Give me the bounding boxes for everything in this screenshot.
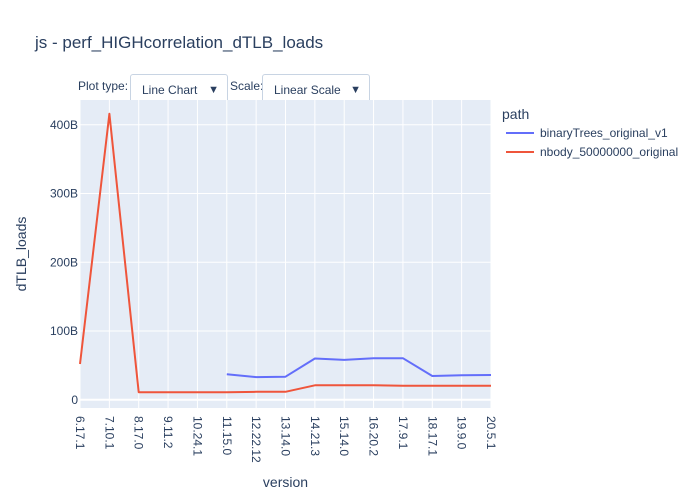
x-tick-label: 7.10.1 xyxy=(102,416,116,450)
y-tick-label: 100B xyxy=(50,324,78,338)
x-tick-label: 15.14.0 xyxy=(337,416,351,456)
x-tick-label: 19.9.0 xyxy=(455,416,469,450)
x-tick-label: 14.21.3 xyxy=(308,416,322,456)
series-line-2 xyxy=(79,112,491,394)
x-tick-label: 17.9.1 xyxy=(396,416,410,450)
x-tick-label: 6.17.1 xyxy=(73,416,87,450)
y-tick-label: 200B xyxy=(50,255,78,269)
y-axis-title: dTLB_loads xyxy=(13,217,29,292)
y-tick-label: 300B xyxy=(50,187,78,201)
x-tick-label: 10.24.1 xyxy=(190,416,204,456)
x-tick-label: 16.20.2 xyxy=(367,416,381,456)
legend-item-label: nbody_50000000_original xyxy=(540,145,678,159)
series-line-1 xyxy=(226,357,492,379)
scale-label: Scale: xyxy=(230,79,264,93)
chevron-down-icon: ▼ xyxy=(208,84,219,96)
x-tick-label: 8.17.0 xyxy=(132,416,146,450)
scale-value: Linear Scale xyxy=(274,83,341,97)
y-tick-label: 0 xyxy=(71,393,78,407)
x-tick-label: 12.22.12 xyxy=(249,416,263,463)
x-tick-label: 13.14.0 xyxy=(279,416,293,456)
x-tick-label: 20.5.1 xyxy=(484,416,498,450)
legend-title: path xyxy=(502,106,529,122)
x-tick-label: 18.17.1 xyxy=(425,416,439,456)
y-tick-label: 400B xyxy=(50,118,78,132)
plot-type-value: Line Chart xyxy=(142,83,198,97)
legend-item-label: binaryTrees_original_v1 xyxy=(540,126,668,140)
chart-title: js - perf_HIGHcorrelation_dTLB_loads xyxy=(35,33,324,52)
x-tick-label: 9.11.2 xyxy=(161,416,175,449)
chevron-down-icon: ▼ xyxy=(350,84,361,96)
plot-type-label: Plot type: xyxy=(78,79,129,93)
x-axis-title: version xyxy=(263,474,308,490)
x-tick-label: 11.15.0 xyxy=(220,416,234,455)
